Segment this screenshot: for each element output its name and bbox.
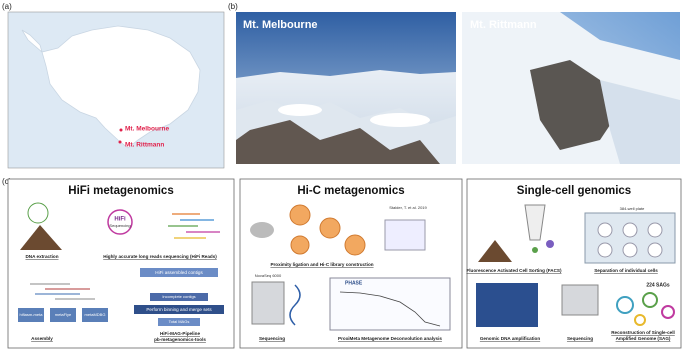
step: Reconstruction of Single-cell [611, 330, 675, 335]
site-marker [119, 128, 123, 132]
step: DNA extraction [25, 254, 58, 259]
map-label: Mt. Melbourne [125, 126, 169, 133]
curve [339, 291, 441, 327]
site-marker [118, 140, 122, 144]
pipeline-box [150, 293, 208, 301]
panel-label: (c) [2, 177, 12, 186]
citation: Stalder, T. et al. 2019 [389, 205, 427, 210]
assembly-reads [30, 283, 95, 300]
sag-icons [616, 292, 675, 326]
step: pb-metagenomics-tools [154, 337, 206, 342]
pipeline-box [134, 305, 224, 314]
annotation: Sequencing [109, 223, 130, 228]
section-title: HiFi metagenomics [68, 185, 173, 197]
panel-label: (b) [228, 2, 238, 11]
pipeline-label: Total MAGs [169, 319, 190, 324]
step: Proximity ligation and Hi-C library cons… [270, 262, 373, 267]
tool-label: metaMDBG [85, 312, 106, 317]
tool-label: hifiasm-meta [20, 312, 44, 317]
section-title: Hi-C metagenomics [297, 185, 404, 197]
map-label: Mt. Rittmann [125, 142, 164, 149]
step: Sequencing [567, 336, 593, 341]
annotation: NovaSeq 6000 [255, 273, 282, 278]
section-box [7, 178, 235, 349]
pipeline-box [140, 268, 218, 277]
well [647, 242, 663, 258]
pipeline-label: HiFi assembled contigs [155, 270, 203, 275]
pipeline-box [158, 318, 200, 326]
dna-icon [27, 202, 49, 224]
panel-label: (a) [2, 2, 12, 11]
tool-box [18, 308, 44, 322]
tool-box [50, 308, 76, 322]
photo-title: Mt. Melbourne [243, 19, 318, 31]
well [597, 222, 613, 238]
phase-logo: PHASE [345, 280, 363, 286]
hifi-label: HiFi [114, 217, 126, 223]
tool-label: metaFlye [55, 312, 72, 317]
section-title: Single-cell genomics [517, 185, 631, 197]
dna-icon [289, 284, 301, 326]
well [647, 222, 663, 238]
reads [168, 213, 220, 239]
step: Amplified Genome (SAG) [616, 336, 671, 341]
photo-title: Mt. Rittmann [470, 19, 537, 31]
step: Genomic DNA amplification [480, 336, 541, 341]
sequencer-icon [251, 281, 285, 325]
step: HiFi-MAG-Pipeline [160, 331, 201, 336]
antarctica [21, 25, 201, 149]
step: Highly accurate long reads sequencing (H… [103, 254, 217, 259]
photo-melbourne [236, 12, 456, 164]
well [597, 242, 613, 258]
step: ProxiMeta Metagenome Deconvolution analy… [338, 336, 442, 341]
amplification-grid [476, 283, 538, 327]
tool-box [82, 308, 108, 322]
soil-icon [20, 225, 62, 250]
cell-icons [250, 204, 426, 256]
annotation: 384-well plate [620, 206, 645, 211]
annotation: 224 SAGs [646, 282, 670, 288]
well [622, 222, 638, 238]
pipeline-label: Incomplete contigs [162, 294, 195, 299]
phase-report [329, 277, 451, 331]
facs-icon [524, 204, 546, 241]
soil-icon [478, 240, 512, 262]
cell [532, 247, 538, 253]
pipeline-label: Perform binning and merge sets [146, 307, 212, 312]
cell [546, 240, 554, 248]
photo-rittmann [462, 12, 680, 164]
sequencer-icon [561, 284, 599, 316]
step: Fluorescence Activated Cell Sorting (FAC… [466, 268, 562, 273]
hifi-icon [107, 209, 133, 235]
step: Assembly [31, 336, 53, 341]
step: Separation of individual cells [594, 268, 658, 273]
step: Sequencing [259, 336, 285, 341]
well [622, 242, 638, 258]
